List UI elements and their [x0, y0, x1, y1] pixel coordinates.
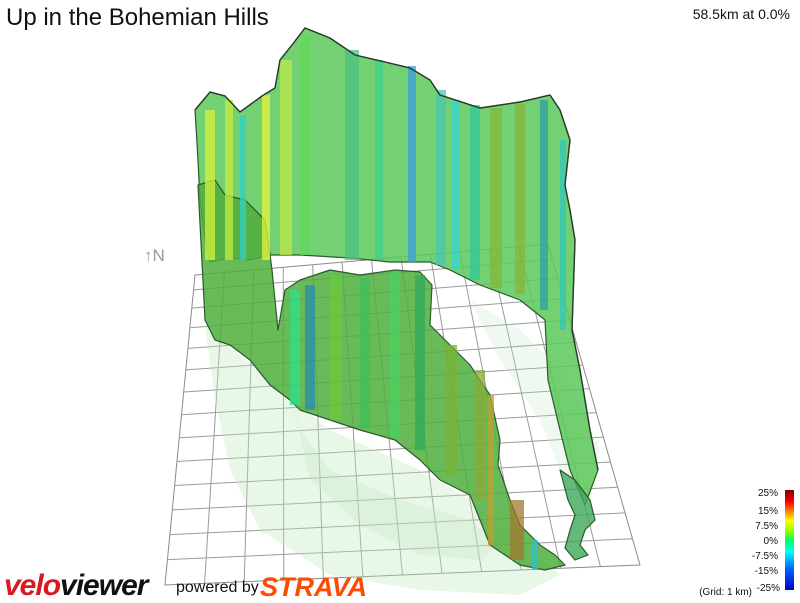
legend-label: -15% — [754, 566, 778, 577]
grid-line — [176, 436, 604, 463]
grid-line — [488, 249, 562, 569]
north-label: ↑N — [144, 246, 165, 265]
route-top-line — [194, 27, 599, 471]
legend-label: 25% — [757, 488, 778, 499]
veloviewer-logo: velo viewer — [4, 569, 148, 602]
gradient-color-strips — [205, 35, 566, 570]
legend-label: 7.5% — [755, 521, 778, 532]
north-arrow-icon: ↑N — [144, 246, 165, 266]
legend-label: -7.5% — [751, 551, 778, 562]
logo-viewer-part: viewer — [60, 569, 148, 602]
strava-logo: STRAVA — [260, 572, 367, 602]
gradient-legend: 25% 15% 7.5% 0% -7.5% -15% -25% (Grid: 1… — [690, 488, 800, 600]
grid-line — [172, 486, 618, 511]
legend-label: -25% — [756, 583, 780, 594]
grid-line — [174, 461, 611, 487]
grid-line — [169, 512, 626, 536]
logo-velo-part: velo — [4, 569, 61, 602]
distance-gradient-readout: 58.5km at 0.0% — [692, 6, 790, 22]
grid-line — [167, 538, 633, 561]
powered-by-label: powered by — [176, 579, 259, 596]
grid-scale-note: (Grid: 1 km) — [699, 587, 752, 598]
gradient-color-bar — [785, 490, 794, 590]
wall-end-segment — [559, 469, 596, 561]
legend-label: 15% — [757, 506, 778, 517]
legend-label: 0% — [763, 536, 778, 547]
route-title: Up in the Bohemian Hills — [6, 4, 269, 31]
